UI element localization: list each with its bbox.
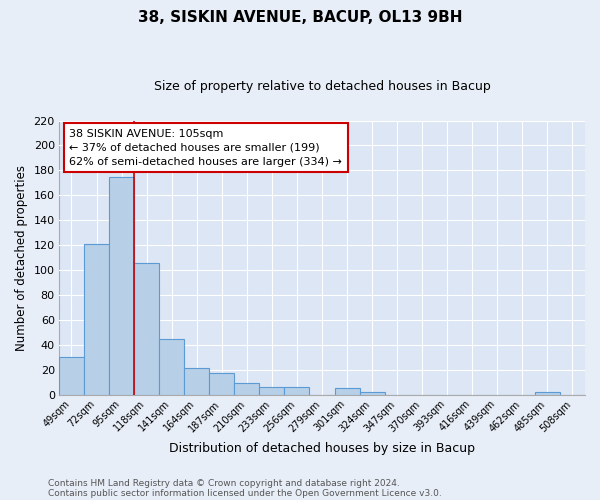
Bar (259, 387, 284, 394)
Text: 38, SISKIN AVENUE, BACUP, OL13 9BH: 38, SISKIN AVENUE, BACUP, OL13 9BH (138, 10, 462, 25)
Bar (109, 176, 134, 394)
Bar (84, 244, 109, 394)
Bar (535, 392, 560, 394)
Bar (59, 357, 84, 395)
Bar (335, 388, 359, 394)
Bar (235, 384, 259, 394)
Bar (284, 387, 310, 394)
X-axis label: Distribution of detached houses by size in Bacup: Distribution of detached houses by size … (169, 442, 475, 455)
Y-axis label: Number of detached properties: Number of detached properties (15, 164, 28, 350)
Bar (134, 262, 159, 394)
Text: Contains public sector information licensed under the Open Government Licence v3: Contains public sector information licen… (48, 488, 442, 498)
Bar (159, 338, 184, 394)
Text: Contains HM Land Registry data © Crown copyright and database right 2024.: Contains HM Land Registry data © Crown c… (48, 478, 400, 488)
Bar (184, 368, 209, 394)
Title: Size of property relative to detached houses in Bacup: Size of property relative to detached ho… (154, 80, 490, 93)
Bar (209, 374, 235, 394)
Text: 38 SISKIN AVENUE: 105sqm
← 37% of detached houses are smaller (199)
62% of semi-: 38 SISKIN AVENUE: 105sqm ← 37% of detach… (70, 129, 343, 167)
Bar (359, 392, 385, 394)
